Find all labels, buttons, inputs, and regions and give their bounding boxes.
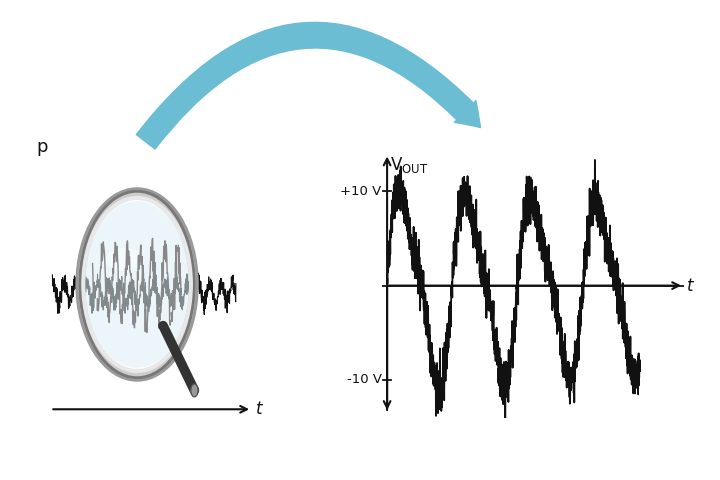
Ellipse shape xyxy=(85,201,189,368)
FancyArrowPatch shape xyxy=(136,23,480,149)
Text: -10 V: -10 V xyxy=(346,373,382,386)
Text: $\mathregular{V}_{\mathregular{OUT}}$: $\mathregular{V}_{\mathregular{OUT}}$ xyxy=(390,156,428,176)
Ellipse shape xyxy=(191,384,198,397)
Ellipse shape xyxy=(106,248,143,271)
Text: t: t xyxy=(256,400,263,418)
Text: +10 V: +10 V xyxy=(341,185,382,198)
Text: t: t xyxy=(687,276,693,295)
Text: p: p xyxy=(37,137,48,156)
